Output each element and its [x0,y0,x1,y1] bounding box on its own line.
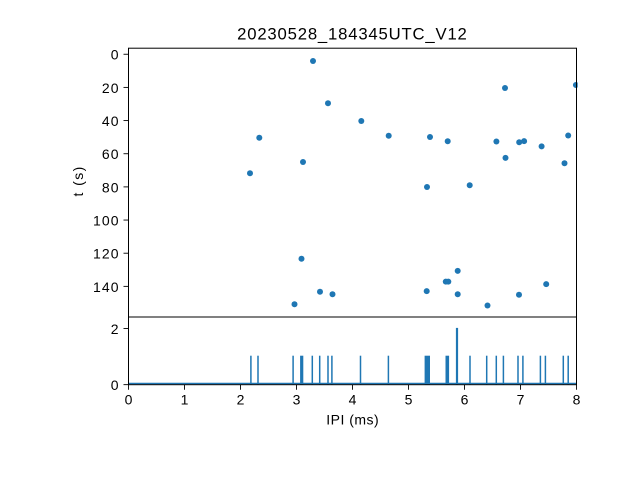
svg-text:2: 2 [237,392,245,408]
svg-text:8: 8 [573,392,581,408]
svg-text:3: 3 [293,392,301,408]
svg-text:0: 0 [111,47,119,63]
svg-text:140: 140 [93,279,120,295]
svg-text:6: 6 [461,392,469,408]
svg-text:100: 100 [93,212,120,228]
svg-text:IPI (ms): IPI (ms) [326,412,379,428]
svg-text:60: 60 [102,146,120,162]
svg-text:20: 20 [102,80,120,96]
svg-text:t (s): t (s) [70,165,86,196]
svg-text:40: 40 [102,113,120,129]
svg-text:80: 80 [102,179,120,195]
svg-text:5: 5 [405,392,413,408]
svg-text:20230528_184345UTC_V12: 20230528_184345UTC_V12 [237,24,468,43]
svg-text:4: 4 [349,392,357,408]
svg-text:7: 7 [517,392,525,408]
svg-text:2: 2 [111,321,119,337]
svg-text:1: 1 [181,392,189,408]
svg-text:120: 120 [93,246,120,262]
svg-text:0: 0 [125,392,133,408]
svg-text:0: 0 [111,377,119,393]
